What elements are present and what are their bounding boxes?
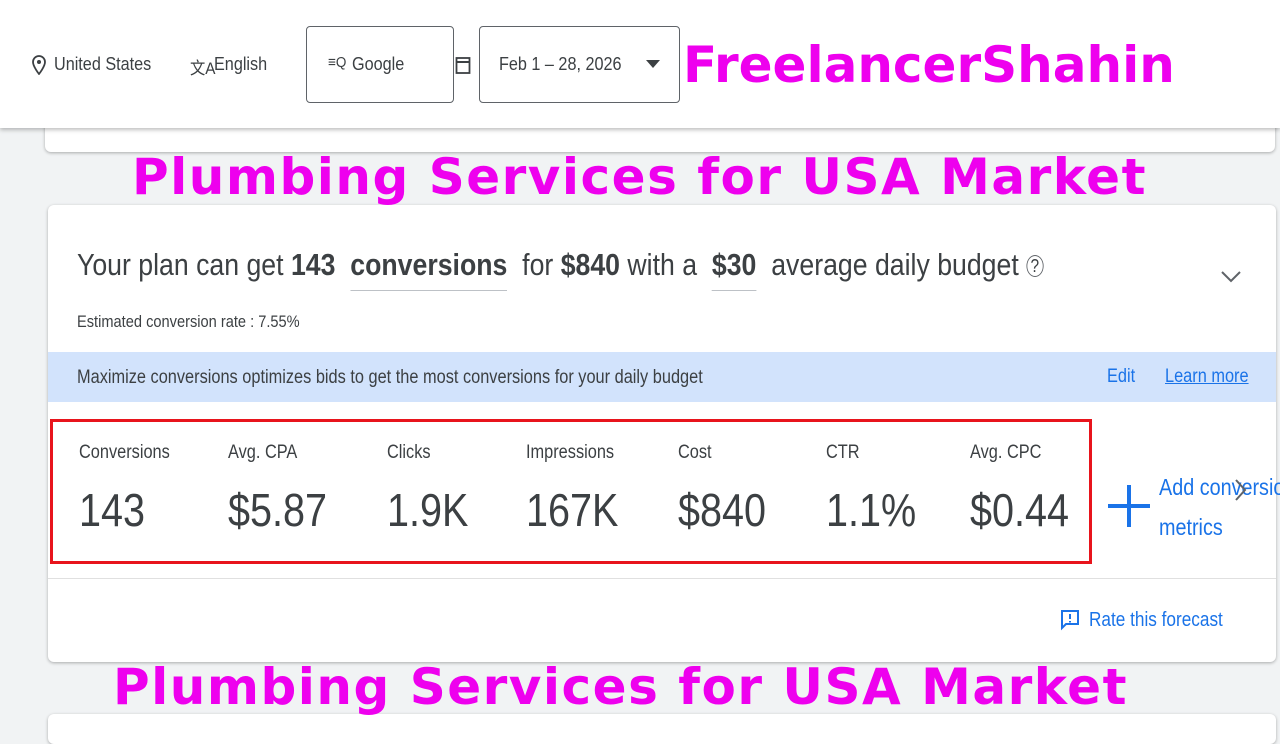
add-icon[interactable] xyxy=(1108,485,1150,527)
metric-value: $0.44 xyxy=(970,484,1070,536)
banner-text: Maximize conversions optimizes bids to g… xyxy=(77,367,703,388)
calendar-icon xyxy=(455,57,471,74)
headline-metric[interactable]: conversions xyxy=(350,247,508,291)
metric-value: 143 xyxy=(79,484,146,536)
toolbar: United States 文A English ≡Q Google Feb 1… xyxy=(0,0,1280,128)
network-icon: ≡Q xyxy=(328,54,347,71)
metric-label: Impressions xyxy=(526,442,615,463)
headline-text: with a xyxy=(627,247,698,282)
metric-value: $840 xyxy=(678,484,767,536)
next-chevron[interactable] xyxy=(1234,478,1248,502)
metric-value: 167K xyxy=(526,484,619,536)
add-metrics-line[interactable]: Add conversions xyxy=(1159,474,1280,500)
watermark-caption: Plumbing Services for USA Market xyxy=(113,658,1128,716)
date-select[interactable] xyxy=(479,26,680,103)
metric-label: Clicks xyxy=(387,442,431,463)
dropdown-arrow xyxy=(646,60,660,68)
learn-more-link[interactable]: Learn more xyxy=(1165,366,1249,387)
headline-cost: $840 xyxy=(560,247,621,282)
headline-text: average daily budget xyxy=(771,247,1019,282)
metric-value: 1.1% xyxy=(826,484,917,536)
language[interactable]: English xyxy=(214,54,268,74)
metric-label: Avg. CPC xyxy=(970,442,1042,463)
metric-label: Conversions xyxy=(79,442,170,463)
metric-label: CTR xyxy=(826,442,860,463)
info-banner xyxy=(48,352,1276,402)
collapse-chevron[interactable] xyxy=(1220,270,1242,284)
watermark-brand: FreelancerShahin xyxy=(683,36,1175,94)
conversion-rate: Estimated conversion rate : 7.55% xyxy=(77,312,300,331)
highlight-box xyxy=(50,419,1092,564)
network-select[interactable] xyxy=(306,26,454,103)
feedback-icon xyxy=(1061,610,1079,631)
headline: Your plan can get 143 conversions for $8… xyxy=(77,247,1044,291)
metric-label: Avg. CPA xyxy=(228,442,298,463)
next-card xyxy=(48,714,1276,744)
headline-budget[interactable]: $30 xyxy=(711,247,757,291)
watermark-caption: Plumbing Services for USA Market xyxy=(132,148,1147,206)
forecast-card xyxy=(48,205,1276,662)
rate-forecast[interactable]: Rate this forecast xyxy=(1089,609,1223,631)
network[interactable]: Google xyxy=(352,54,405,74)
language-icon: 文A xyxy=(190,59,216,78)
divider xyxy=(48,578,1276,579)
location[interactable]: United States xyxy=(54,54,152,74)
add-metrics-line[interactable]: metrics xyxy=(1159,514,1223,540)
metric-value: $5.87 xyxy=(228,484,328,536)
metric-value: 1.9K xyxy=(387,484,469,536)
headline-text: for xyxy=(522,247,554,282)
headline-text: Your plan can get xyxy=(77,247,284,282)
metric-label: Cost xyxy=(678,442,712,463)
location-icon xyxy=(32,55,46,75)
help-icon[interactable]: ? xyxy=(1026,255,1044,278)
headline-conversions: 143 xyxy=(290,247,336,282)
date-range[interactable]: Feb 1 – 28, 2026 xyxy=(499,54,622,74)
edit-link[interactable]: Edit xyxy=(1107,366,1136,387)
